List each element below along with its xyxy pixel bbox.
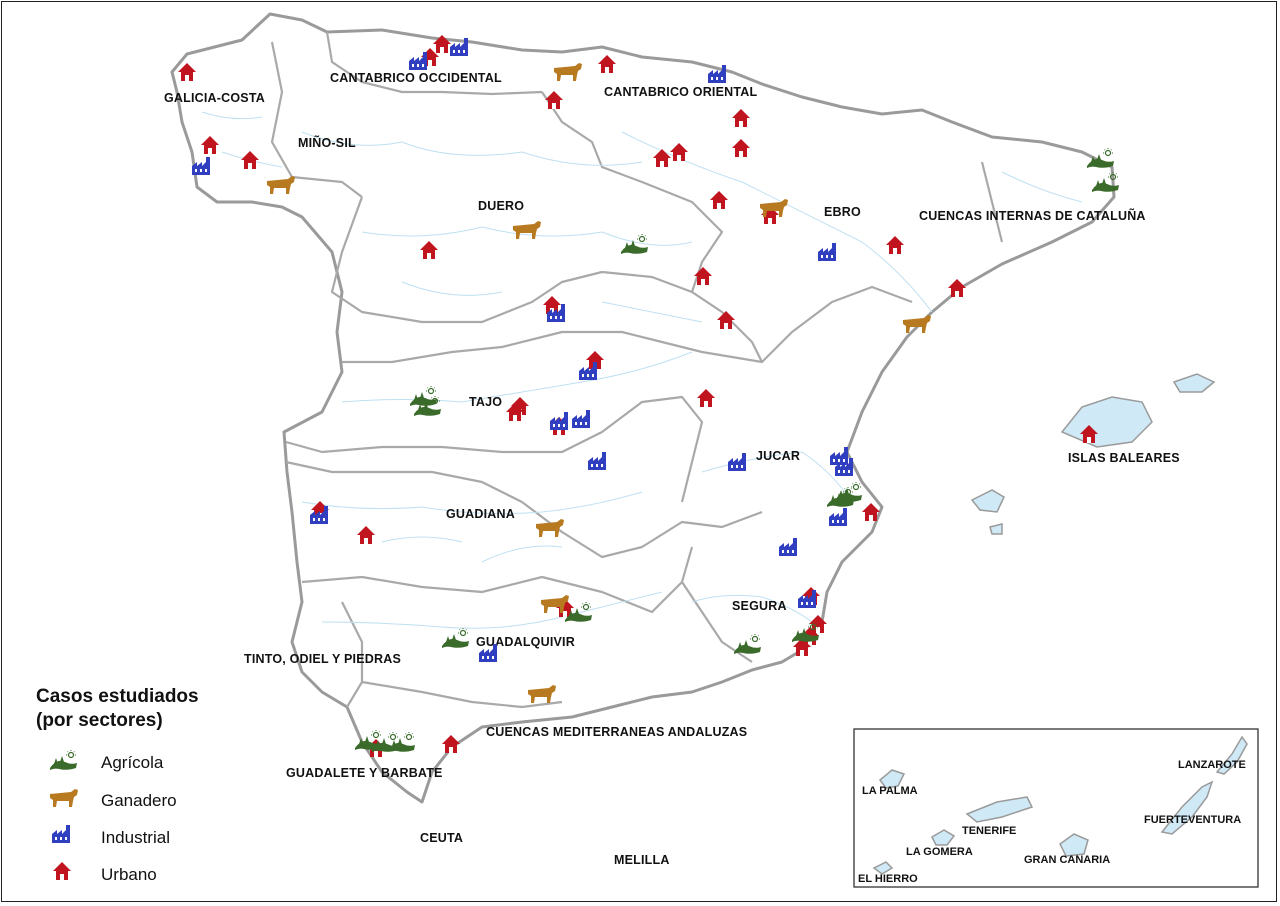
- label-cuencas-mediterraneas-andaluzas: CUENCAS MEDITERRANEAS ANDALUZAS: [486, 725, 747, 739]
- label-tajo: TAJO: [469, 395, 502, 409]
- legend-label-ganadero: Ganadero: [101, 791, 177, 810]
- label-guadalete-barbate: GUADALETE Y BARBATE: [286, 766, 443, 780]
- label-duero: DUERO: [478, 199, 524, 213]
- lanzarote-island: [1215, 735, 1248, 775]
- label-cantabrico-oriental: CANTABRICO ORIENTAL: [604, 85, 757, 99]
- legend-ganadero-icon: [50, 789, 78, 807]
- fuerteventura-island: [1160, 780, 1214, 835]
- label-tinto-odiel-piedras: TINTO, ODIEL Y PIEDRAS: [244, 652, 401, 666]
- label-cantabrico-occidental: CANTABRICO OCCIDENTAL: [330, 71, 502, 85]
- legend-urbano-icon: [53, 862, 71, 880]
- formentera: [989, 523, 1003, 535]
- la-palma-island: [878, 769, 906, 789]
- label-guadalquivir: GUADALQUIVIR: [476, 635, 575, 649]
- label-ceuta: CEUTA: [420, 831, 463, 845]
- legend-label-urbano: Urbano: [101, 865, 157, 884]
- label-mino-sil: MIÑO-SIL: [298, 135, 356, 150]
- ibiza: [970, 489, 1005, 513]
- legend-title-line1: Casos estudiados: [36, 686, 199, 707]
- gran-canaria-island: [1059, 833, 1089, 857]
- label-fuerteventura: FUERTEVENTURA: [1144, 814, 1241, 826]
- label-cuencas-internas-cataluna: CUENCAS INTERNAS DE CATALUÑA: [919, 208, 1146, 223]
- label-gran-canaria: GRAN CANARIA: [1024, 854, 1110, 866]
- legend: Casos estudiados (por sectores) Agrícola…: [36, 686, 199, 884]
- label-jucar: JUCAR: [756, 449, 800, 463]
- label-segura: SEGURA: [732, 599, 787, 613]
- el-hierro-island: [872, 861, 894, 875]
- mallorca: [1060, 396, 1153, 448]
- peninsula-outline: [170, 12, 1116, 804]
- legend-label-agricola: Agrícola: [101, 753, 164, 772]
- label-la-gomera: LA GOMERA: [906, 846, 973, 858]
- label-lanzarote: LANZAROTE: [1178, 759, 1246, 771]
- menorca: [1172, 373, 1216, 393]
- label-el-hierro: EL HIERRO: [858, 873, 918, 885]
- legend-industrial-icon: [52, 825, 70, 843]
- legend-title-line2: (por sectores): [36, 710, 163, 731]
- label-islas-baleares: ISLAS BALEARES: [1068, 451, 1180, 465]
- legend-label-industrial: Industrial: [101, 828, 170, 847]
- label-tenerife: TENERIFE: [962, 825, 1016, 837]
- label-ebro: EBRO: [824, 205, 861, 219]
- label-la-palma: LA PALMA: [862, 785, 918, 797]
- basin-borders: [270, 31, 1004, 709]
- label-melilla: MELILLA: [614, 853, 670, 867]
- label-galicia-costa: GALICIA-COSTA: [164, 91, 265, 105]
- la-gomera-island: [931, 829, 956, 846]
- label-guadiana: GUADIANA: [446, 507, 515, 521]
- tenerife-island: [965, 796, 1034, 823]
- legend-agricola-icon: [49, 749, 78, 771]
